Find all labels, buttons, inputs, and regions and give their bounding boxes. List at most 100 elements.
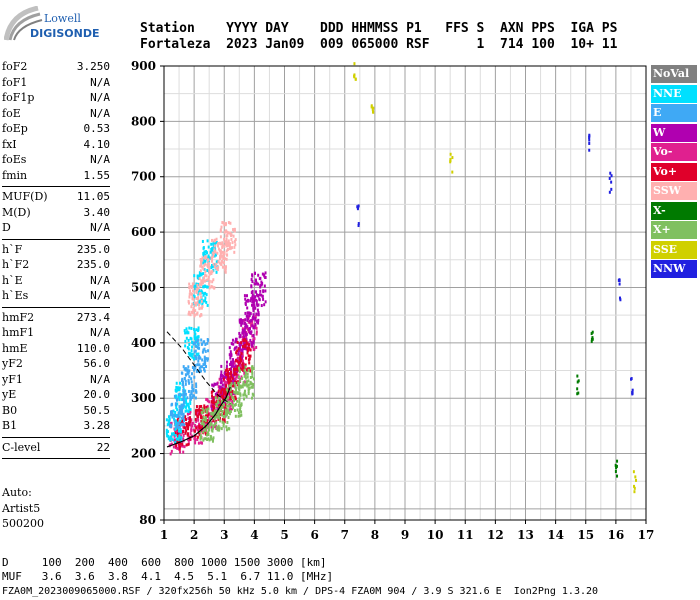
echo-point: [194, 417, 197, 421]
echo-point: [223, 397, 226, 401]
echo-point: [187, 378, 190, 382]
echo-point: [176, 386, 179, 390]
echo-point: [236, 352, 239, 356]
param-row: hmF1 N/A: [2, 326, 110, 342]
echo-point: [204, 253, 207, 257]
echo-point: [170, 421, 173, 425]
param-row: h`F 235.0: [2, 243, 110, 259]
param-label: hmF1: [2, 326, 35, 339]
echo-point: [212, 242, 215, 246]
echo-point: [210, 256, 213, 260]
x-tick-label: 7: [341, 528, 349, 542]
echo-point: [190, 380, 193, 384]
echo-point: [204, 291, 207, 295]
echo-point: [222, 397, 225, 401]
echo-point: [220, 225, 223, 229]
echo-point: [221, 259, 224, 263]
param-row: M(D) 3.40: [2, 206, 110, 222]
echo-point: [185, 429, 188, 433]
echo-point: [185, 409, 188, 413]
echo-point: [178, 415, 181, 419]
echo-point: [202, 425, 205, 429]
echo-point: [247, 317, 250, 321]
echo-point: [212, 254, 215, 258]
echo-point: [184, 382, 187, 386]
echo-point: [201, 428, 204, 432]
echo-point: [229, 354, 232, 358]
echo-point: [173, 417, 176, 421]
echo-point: [247, 379, 250, 383]
echo-point: [234, 364, 237, 368]
polarization-legend: NoVal NNE E W Vo- Vo+ SSW X- X+ SSE NNW: [651, 65, 697, 280]
echo-point: [588, 136, 591, 140]
echo-point: [203, 437, 206, 441]
echo-point: [202, 267, 205, 271]
echo-point: [247, 383, 250, 387]
echo-point: [203, 284, 206, 288]
echo-point: [226, 242, 229, 246]
echo-point: [196, 336, 199, 340]
echo-point: [357, 222, 360, 226]
echo-point: [231, 389, 234, 393]
echo-point: [183, 404, 186, 408]
echo-point: [233, 347, 236, 351]
echo-point: [591, 330, 594, 334]
echo-point: [256, 308, 259, 312]
echo-point: [201, 303, 204, 307]
echo-point: [610, 174, 613, 178]
echo-point: [184, 339, 187, 343]
echo-point: [221, 221, 224, 225]
echo-point: [201, 441, 204, 445]
echo-point: [229, 221, 232, 225]
param-value: N/A: [90, 221, 110, 234]
echo-point: [206, 419, 209, 423]
echo-point: [219, 253, 222, 257]
echo-point: [246, 299, 249, 303]
echo-point: [222, 403, 225, 407]
echo-point: [219, 375, 222, 379]
echo-point: [179, 430, 182, 434]
echo-point: [187, 389, 190, 393]
echo-point: [260, 283, 263, 287]
echo-point: [230, 342, 233, 346]
echo-point: [262, 289, 265, 293]
echo-point: [608, 176, 611, 180]
y-tick-label: 700: [131, 170, 156, 184]
echo-point: [212, 436, 215, 440]
echo-point: [205, 365, 208, 369]
echo-point: [251, 303, 254, 307]
echo-point: [172, 445, 175, 449]
echo-point: [182, 365, 185, 369]
echo-point: [195, 385, 198, 389]
echo-point: [208, 264, 211, 268]
echo-point: [194, 441, 197, 445]
echo-point: [245, 314, 248, 318]
echo-point: [245, 332, 248, 336]
param-row: foEs N/A: [2, 153, 110, 169]
echo-point: [221, 409, 224, 413]
echo-point: [165, 431, 168, 435]
param-row: foF1 N/A: [2, 76, 110, 92]
echo-point: [182, 385, 185, 389]
echo-point: [244, 376, 247, 380]
echo-point: [197, 297, 200, 301]
echo-point: [195, 344, 198, 348]
echo-point: [199, 264, 202, 268]
echo-point: [167, 434, 170, 438]
echo-point: [218, 399, 221, 403]
echo-point: [205, 256, 208, 260]
echo-point: [240, 375, 243, 379]
echo-point: [181, 398, 184, 402]
echo-point: [229, 370, 232, 374]
echo-point: [237, 381, 240, 385]
echo-point: [238, 397, 241, 401]
echo-point: [238, 369, 241, 373]
echo-point: [184, 379, 187, 383]
echo-point: [236, 349, 239, 353]
echo-point: [196, 435, 199, 439]
echo-point: [185, 373, 188, 377]
echo-point: [190, 354, 193, 358]
echo-point: [226, 413, 229, 417]
echo-point: [199, 365, 202, 369]
echo-point: [184, 426, 187, 430]
